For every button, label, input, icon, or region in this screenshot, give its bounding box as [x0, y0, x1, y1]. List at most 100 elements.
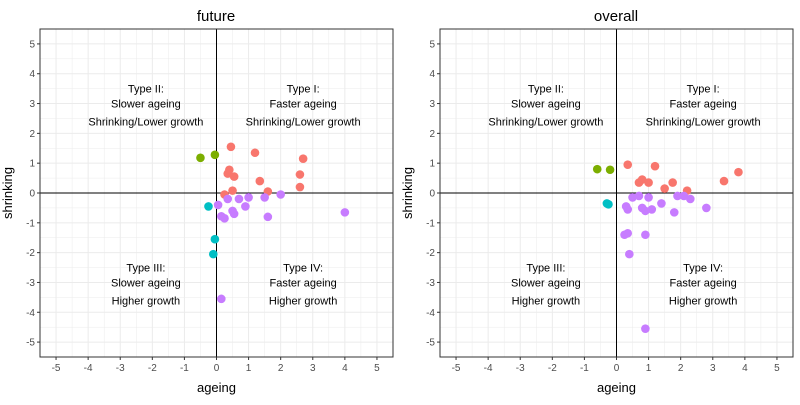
x-axis-label: ageing	[597, 380, 636, 395]
data-point-teal	[210, 234, 220, 244]
x-tick-label: -1	[580, 363, 589, 374]
chart-title: overall	[594, 8, 638, 25]
data-point-purple	[276, 190, 285, 199]
y-tick-label: 1	[29, 159, 35, 170]
data-point-red	[734, 167, 743, 177]
data-point-red	[660, 184, 669, 193]
data-point-red	[250, 148, 260, 158]
quadrant-label: Slower ageing	[111, 99, 181, 111]
data-point-red	[644, 178, 653, 187]
x-tick-label: 4	[742, 363, 748, 374]
y-tick-label: 4	[29, 69, 35, 80]
data-point-red	[298, 154, 308, 164]
data-point-purple	[234, 194, 244, 204]
quadrant-label: Slower ageing	[511, 277, 581, 289]
data-point-purple	[647, 205, 657, 214]
x-tick-label: -4	[84, 363, 93, 374]
quadrant-label: Faster ageing	[670, 99, 737, 111]
x-tick-label: -4	[484, 363, 493, 374]
quadrant-label: Type II:	[128, 84, 164, 96]
data-point-purple	[625, 249, 634, 259]
data-point-olive	[605, 165, 615, 175]
x-axis-label: ageing	[197, 380, 236, 395]
x-tick-label: 0	[614, 363, 620, 374]
data-point-purple	[623, 205, 633, 214]
y-tick-label: 5	[429, 39, 435, 50]
chart-panel-0: Type II: Slower ageing Shrinking/Lower gro…	[0, 8, 394, 395]
data-point-purple	[241, 202, 250, 211]
quadrant-label: Shrinking/Lower growth	[488, 116, 603, 128]
y-tick-label: -1	[426, 218, 435, 229]
data-point-purple	[244, 193, 253, 202]
data-point-purple	[213, 200, 223, 210]
quadrant-label: Type IV:	[283, 263, 323, 275]
x-tick-label: 1	[246, 363, 252, 374]
y-tick-label: 2	[429, 129, 435, 140]
quadrant-label: Type I:	[287, 84, 320, 96]
y-axis-label: shrinking	[400, 167, 415, 219]
data-point-purple	[673, 191, 682, 201]
y-tick-label: 3	[29, 99, 35, 110]
data-point-red	[650, 161, 660, 171]
quadrant-label: Shrinking/Lower growth	[246, 116, 361, 128]
data-point-purple	[220, 214, 229, 223]
data-point-purple	[623, 228, 633, 238]
data-point-purple	[686, 194, 695, 204]
y-tick-label: -2	[26, 248, 35, 259]
x-tick-label: -5	[52, 363, 61, 374]
y-tick-label: -5	[26, 338, 35, 349]
quadrant-label: Type III:	[126, 263, 165, 275]
y-tick-label: 2	[29, 129, 35, 140]
data-point-red	[637, 175, 647, 184]
data-point-purple	[641, 230, 650, 240]
data-point-teal	[208, 249, 218, 259]
data-point-teal	[604, 200, 613, 209]
data-point-red	[255, 176, 265, 186]
data-point-purple	[641, 324, 650, 333]
quadrant-label: Slower ageing	[511, 99, 581, 111]
data-point-purple	[260, 193, 269, 202]
y-tick-label: -5	[426, 338, 435, 349]
y-tick-label: 1	[429, 159, 435, 170]
data-point-purple	[657, 199, 666, 208]
x-tick-label: 5	[374, 363, 380, 374]
x-tick-label: 3	[710, 363, 716, 374]
y-tick-label: -1	[26, 218, 35, 229]
y-tick-label: 3	[429, 99, 435, 110]
quadrant-label: Shrinking/Lower growth	[646, 116, 761, 128]
y-tick-label: -3	[426, 278, 435, 289]
y-tick-label: 0	[29, 189, 35, 200]
data-point-purple	[229, 209, 239, 219]
data-point-teal	[204, 202, 213, 211]
quadrant-label: Higher growth	[512, 295, 580, 307]
data-point-olive	[210, 150, 220, 160]
y-tick-label: 0	[429, 189, 435, 200]
data-point-red	[295, 182, 305, 192]
quadrant-label: Type II:	[528, 84, 564, 96]
y-tick-label: -2	[426, 248, 435, 259]
data-point-purple	[644, 193, 653, 202]
chart-title: future	[197, 8, 235, 25]
data-point-olive	[196, 153, 205, 163]
y-tick-label: 4	[429, 69, 435, 80]
quadrant-label: Higher growth	[269, 295, 337, 307]
quadrant-label: Slower ageing	[111, 277, 181, 289]
data-point-purple	[263, 212, 273, 222]
data-point-red	[226, 142, 236, 152]
quadrant-label: Faster ageing	[670, 277, 737, 289]
data-point-red	[719, 176, 729, 186]
y-tick-label: 5	[29, 39, 35, 50]
y-axis-label: shrinking	[0, 167, 15, 219]
y-tick-label: -4	[426, 308, 435, 319]
x-tick-label: -2	[148, 363, 157, 374]
x-tick-label: -3	[116, 363, 125, 374]
data-point-purple	[217, 294, 226, 304]
data-point-purple	[628, 193, 637, 202]
quadrant-label: Type III:	[526, 263, 565, 275]
quadrant-label: Type IV:	[683, 263, 723, 275]
x-tick-label: 2	[678, 363, 684, 374]
x-tick-label: 3	[310, 363, 316, 374]
x-tick-label: 5	[774, 363, 780, 374]
x-tick-label: 0	[214, 363, 220, 374]
